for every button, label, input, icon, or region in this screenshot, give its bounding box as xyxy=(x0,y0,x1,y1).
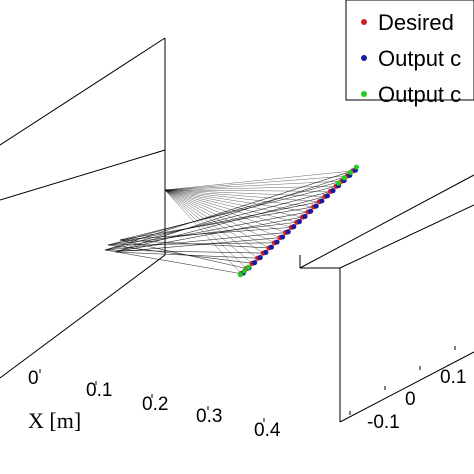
data-point xyxy=(341,175,347,181)
linkage-line xyxy=(107,201,320,246)
linkage-line xyxy=(164,189,253,264)
box-edge xyxy=(339,204,474,269)
linkage-line xyxy=(119,227,292,241)
linkage-line xyxy=(164,189,281,238)
linkage-line xyxy=(164,189,292,228)
linkage-line xyxy=(104,232,286,251)
legend-label: Output c xyxy=(378,82,461,107)
x-tick-label: 0.2 xyxy=(142,394,168,415)
data-point xyxy=(252,260,258,266)
tick-labels: 00.10.20.30.4 -0.100.1 xyxy=(28,367,466,441)
legend-marker xyxy=(361,55,367,61)
linkage-line xyxy=(104,249,241,274)
data-point xyxy=(285,229,291,235)
box-edge xyxy=(0,149,166,201)
data-point xyxy=(302,213,308,219)
x-tick-label: 0.3 xyxy=(196,406,222,427)
data-point xyxy=(241,268,247,274)
data-point xyxy=(330,188,336,194)
y-tick-label: 0.1 xyxy=(440,367,466,388)
legend: Desired Output c Output c xyxy=(345,0,474,107)
data-point xyxy=(335,180,341,186)
linkage-line xyxy=(164,189,270,249)
data-point xyxy=(319,198,325,204)
linkage-line xyxy=(104,211,309,251)
box-edge xyxy=(0,37,166,146)
linkage-line xyxy=(164,189,258,259)
data-point xyxy=(313,203,319,209)
linkage-line xyxy=(119,239,269,249)
data-point xyxy=(274,239,280,245)
linkage-line xyxy=(164,180,342,191)
linkage-line xyxy=(104,249,264,254)
data-point xyxy=(324,193,330,199)
box-edge xyxy=(0,254,166,379)
x-tick-label: 0.1 xyxy=(86,380,112,401)
linkage-lines xyxy=(104,170,353,274)
y-tick-label: -0.1 xyxy=(367,412,400,433)
y-tick-label: 0 xyxy=(405,389,416,410)
linkage-line xyxy=(164,175,348,191)
linkage-line xyxy=(104,191,331,251)
linkage-line xyxy=(114,196,325,253)
legend-marker xyxy=(361,19,367,25)
linkage-line xyxy=(164,189,331,192)
data-point xyxy=(237,272,243,278)
x-tick-label: 0.4 xyxy=(254,420,281,441)
data-point xyxy=(257,254,263,261)
legend-box xyxy=(345,0,474,101)
linkage-line xyxy=(164,170,353,191)
linkage-line xyxy=(164,189,297,223)
data-point xyxy=(291,224,297,230)
data-point xyxy=(280,234,286,240)
linkage-line xyxy=(164,189,314,208)
linkage-line xyxy=(119,239,247,269)
legend-label: Desired xyxy=(378,10,454,35)
data-point xyxy=(263,249,269,255)
linkage-line xyxy=(107,180,342,246)
linkage-line xyxy=(164,189,264,254)
legend-marker xyxy=(361,91,367,97)
box-edge xyxy=(339,351,474,423)
data-markers xyxy=(237,164,359,278)
linkage-line xyxy=(107,244,253,264)
linkage-line xyxy=(164,189,247,269)
axes-box xyxy=(0,37,474,423)
linkage-line xyxy=(164,189,320,202)
linkage-line xyxy=(164,189,309,213)
linkage-line xyxy=(164,189,303,218)
data-point xyxy=(245,264,251,270)
x-axis-label: X [m] xyxy=(28,408,81,433)
x-tick-label: 0 xyxy=(28,368,39,389)
linkage-line xyxy=(114,175,348,253)
linkage-line xyxy=(164,189,275,244)
linkage-line xyxy=(119,185,337,241)
data-point xyxy=(308,208,314,214)
linkage-line xyxy=(164,186,337,191)
linkage-line xyxy=(164,189,325,197)
box-edge xyxy=(299,174,474,269)
linkage-line xyxy=(104,170,353,251)
data-point xyxy=(268,244,274,250)
linkage-line xyxy=(164,189,242,274)
legend-label: Output c xyxy=(378,46,461,71)
linkage-line xyxy=(164,189,286,233)
data-point xyxy=(296,218,302,225)
data-point xyxy=(353,164,359,170)
data-point xyxy=(347,169,353,175)
